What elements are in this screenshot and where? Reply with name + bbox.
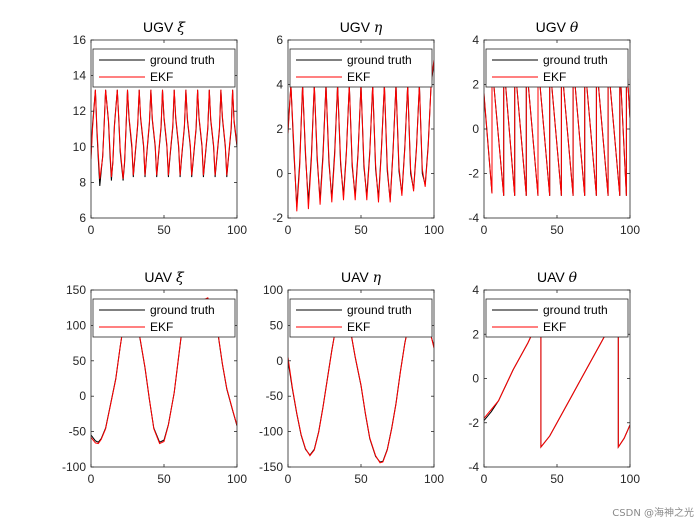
y-tick-label: 50 — [270, 318, 284, 332]
legend: ground truth EKF — [485, 48, 629, 88]
series-line-ekf — [91, 89, 237, 179]
legend-box — [289, 298, 433, 338]
subplot-5: 0 50 100 -150 -100 -50 0 50 100 UAV η ground truth… — [259, 269, 444, 486]
y-tick-label: 12 — [73, 104, 87, 118]
x-tick-label: 100 — [424, 223, 444, 237]
legend: ground truth EKF — [485, 298, 629, 338]
subplot-title: UGV θ — [536, 19, 579, 36]
y-tick-label: -100 — [62, 460, 86, 474]
y-tick-label: 6 — [276, 33, 283, 47]
subplot-title: UAV η — [341, 269, 382, 286]
subplot-title: UAV θ — [537, 269, 578, 286]
y-tick-label: 0 — [472, 122, 479, 136]
x-tick-label: 100 — [620, 223, 640, 237]
x-tick-label: 50 — [354, 472, 368, 486]
legend-label: ground truth — [347, 53, 412, 67]
legend-label: ground truth — [150, 53, 215, 67]
y-tick-label: -150 — [259, 460, 283, 474]
y-tick-label: -4 — [468, 211, 479, 225]
subplot-1: 0 50 100 6 8 10 12 14 16 UGV ξ ground truth EKF — [73, 19, 248, 237]
x-tick-label: 100 — [424, 472, 444, 486]
legend-label: ground truth — [543, 53, 608, 67]
legend-box — [485, 48, 629, 88]
watermark: CSDN @海神之光 — [612, 508, 694, 519]
legend: ground truth EKF — [289, 298, 433, 338]
subplot-3: 0 50 100 -4 -2 0 2 4 UGV θ ground truth EKF — [468, 19, 640, 237]
subplot-title: UGV η — [340, 19, 383, 36]
legend-box — [289, 48, 433, 88]
y-tick-label: 4 — [472, 33, 479, 47]
y-tick-label: -4 — [468, 460, 479, 474]
x-tick-label: 0 — [285, 223, 292, 237]
y-tick-label: 2 — [276, 122, 283, 136]
series-line-ekf — [484, 59, 630, 196]
y-tick-label: 2 — [472, 327, 479, 341]
legend: ground truth EKF — [92, 48, 236, 88]
series-line-ekf — [288, 59, 434, 212]
y-tick-label: 8 — [79, 175, 86, 189]
y-tick-label: 4 — [472, 283, 479, 297]
legend-label: ground truth — [347, 303, 412, 317]
y-tick-label: -50 — [266, 389, 284, 403]
legend-label: EKF — [150, 70, 173, 84]
y-tick-label: 2 — [472, 78, 479, 92]
legend-box — [92, 48, 236, 88]
y-tick-label: 6 — [79, 211, 86, 225]
legend-box — [485, 298, 629, 338]
legend-label: EKF — [543, 70, 566, 84]
y-tick-label: 0 — [472, 372, 479, 386]
x-tick-label: 50 — [157, 472, 171, 486]
legend-label: EKF — [347, 70, 370, 84]
x-tick-label: 100 — [227, 223, 247, 237]
subplot-title: UGV ξ — [143, 19, 186, 36]
y-tick-label: 0 — [276, 354, 283, 368]
y-tick-label: 10 — [73, 140, 87, 154]
subplot-6: 0 50 100 -4 -2 0 2 4 UAV θ ground truth EKF — [468, 269, 640, 486]
x-tick-label: 0 — [88, 472, 95, 486]
y-tick-label: 150 — [66, 283, 86, 297]
x-tick-label: 100 — [620, 472, 640, 486]
x-tick-label: 50 — [157, 223, 171, 237]
y-tick-label: 16 — [73, 33, 87, 47]
x-tick-label: 50 — [550, 223, 564, 237]
y-tick-label: -2 — [468, 167, 479, 181]
y-tick-label: -2 — [272, 211, 283, 225]
legend: ground truth EKF — [289, 48, 433, 88]
subplot-title: UAV ξ — [144, 269, 185, 286]
subplot-4: 0 50 100 -100 -50 0 50 100 150 UAV ξ ground truth E… — [62, 269, 247, 486]
legend-label: EKF — [347, 320, 370, 334]
x-tick-label: 50 — [354, 223, 368, 237]
y-tick-label: -50 — [69, 425, 87, 439]
x-tick-label: 0 — [481, 223, 488, 237]
legend-box — [92, 298, 236, 338]
y-tick-label: 50 — [73, 354, 87, 368]
x-tick-label: 100 — [227, 472, 247, 486]
x-tick-label: 0 — [481, 472, 488, 486]
x-tick-label: 50 — [550, 472, 564, 486]
x-tick-label: 0 — [88, 223, 95, 237]
y-tick-label: -2 — [468, 416, 479, 430]
y-tick-label: 4 — [276, 78, 283, 92]
legend-label: ground truth — [543, 303, 608, 317]
legend-label: EKF — [150, 320, 173, 334]
legend: ground truth EKF — [92, 298, 236, 338]
y-tick-label: -100 — [259, 425, 283, 439]
legend-label: EKF — [543, 320, 566, 334]
x-tick-label: 0 — [285, 472, 292, 486]
y-tick-label: 100 — [263, 283, 283, 297]
y-tick-label: 0 — [276, 167, 283, 181]
y-tick-label: 0 — [79, 389, 86, 403]
y-tick-label: 100 — [66, 318, 86, 332]
y-tick-label: 14 — [73, 69, 87, 83]
legend-label: ground truth — [150, 303, 215, 317]
